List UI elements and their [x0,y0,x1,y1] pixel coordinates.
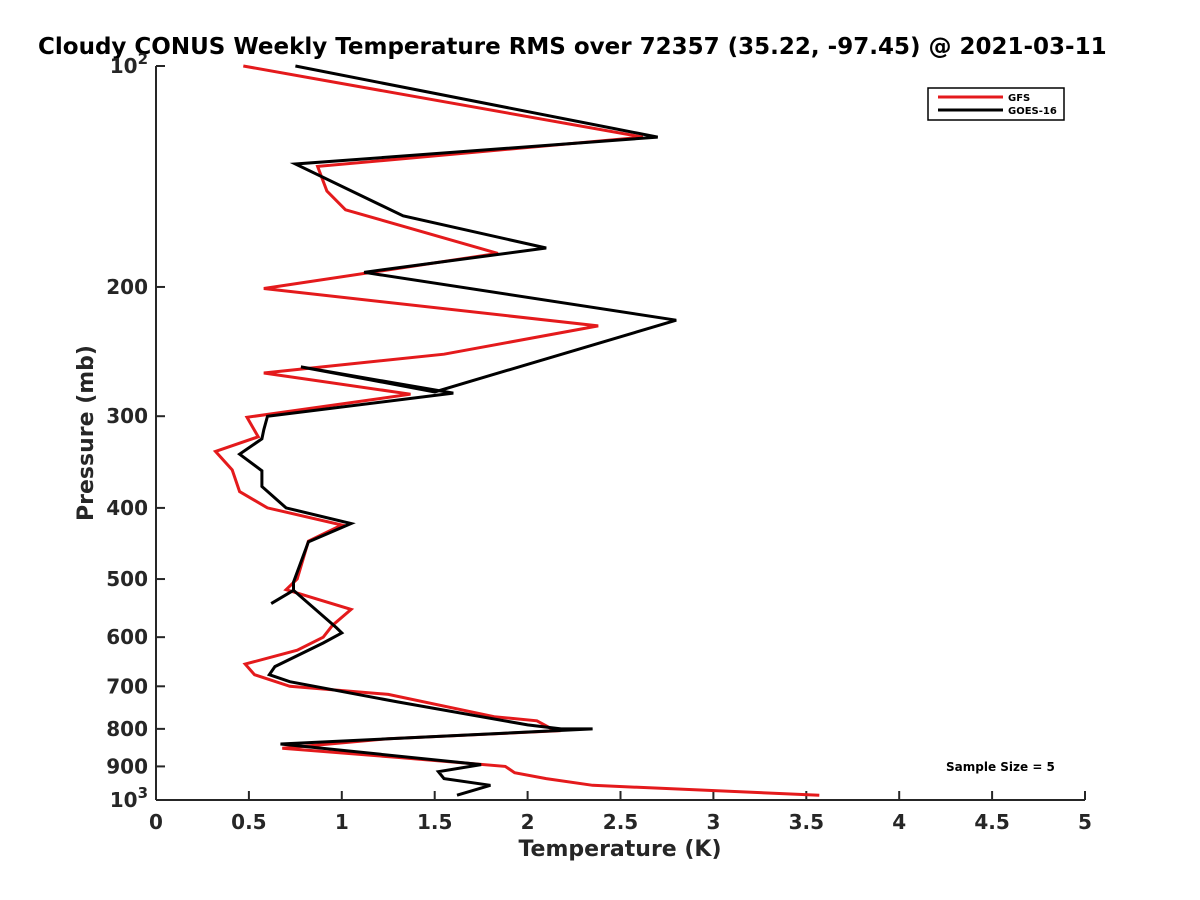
y-tick-label: 700 [106,674,148,698]
sample-size-annotation: Sample Size = 5 [946,760,1055,774]
legend-label-goes16: GOES-16 [1008,106,1057,117]
y-tick-label: 400 [106,496,148,520]
y-tick-label: 200 [106,275,148,299]
x-tick-label: 2.5 [603,810,638,834]
y-tick-label: 102 [110,50,148,78]
x-tick-label: 5 [1078,810,1092,834]
y-tick-label: 103 [110,784,148,812]
plot-area [155,66,1085,801]
x-tick-label: 0 [149,810,163,834]
x-tick-label: 3 [706,810,720,834]
y-axis-label: Pressure (mb) [74,345,99,521]
x-axis-label: Temperature (K) [518,837,721,862]
series-lines [212,64,820,797]
y-ticks: 102 200 300 400 500 600 700 800 900 103 [106,50,165,812]
chart-title: Cloudy CONUS Weekly Temperature RMS over… [38,34,1107,60]
x-tick-label: 4 [892,810,906,834]
x-ticks: 0 0.5 1 1.5 2 2.5 3 3.5 4 4.5 5 [149,791,1092,834]
x-tick-label: 1.5 [417,810,452,834]
series-line-gfs [212,64,820,797]
series-line-goes16 [237,64,677,797]
y-tick-label: 600 [106,625,148,649]
legend-box [927,87,1065,121]
x-tick-label: 4.5 [974,810,1009,834]
y-tick-label: 500 [106,567,148,591]
y-tick-label: 300 [106,404,148,428]
x-tick-label: 2 [521,810,535,834]
x-tick-label: 1 [335,810,349,834]
axes-box [156,66,1085,800]
y-tick-label: 800 [106,717,148,741]
legend-label-gfs: GFS [1008,93,1030,104]
x-tick-label: 0.5 [231,810,266,834]
legend: GFS GOES-16 [927,87,1065,121]
y-tick-label: 900 [106,754,148,778]
x-tick-label: 3.5 [789,810,824,834]
